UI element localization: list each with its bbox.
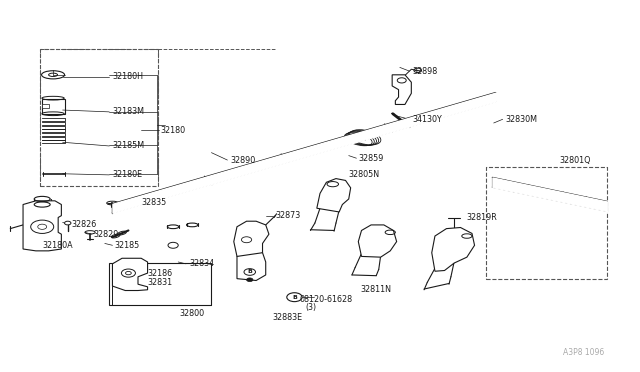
Text: 32180H: 32180H bbox=[113, 72, 143, 81]
Text: 32183M: 32183M bbox=[113, 108, 145, 116]
Polygon shape bbox=[317, 179, 351, 212]
Text: 32180E: 32180E bbox=[113, 170, 143, 179]
Text: 32898: 32898 bbox=[413, 67, 438, 76]
Text: 32883E: 32883E bbox=[272, 313, 302, 322]
Text: 08120-61628: 08120-61628 bbox=[300, 295, 353, 304]
Text: 32819R: 32819R bbox=[467, 213, 498, 222]
Text: 32805N: 32805N bbox=[349, 170, 380, 179]
Bar bbox=[109, 263, 211, 305]
Text: A3P8 1096: A3P8 1096 bbox=[563, 348, 604, 357]
Text: 32829: 32829 bbox=[93, 230, 118, 239]
Text: 34130Y: 34130Y bbox=[413, 115, 442, 124]
Polygon shape bbox=[358, 225, 397, 257]
Text: 32835: 32835 bbox=[141, 198, 166, 207]
Text: 32873: 32873 bbox=[275, 211, 301, 220]
Bar bbox=[40, 49, 159, 186]
Polygon shape bbox=[113, 258, 148, 291]
Text: 32834: 32834 bbox=[189, 259, 214, 268]
Text: 32826: 32826 bbox=[71, 221, 96, 230]
Text: 32180A: 32180A bbox=[42, 241, 73, 250]
Text: B: B bbox=[292, 295, 297, 300]
Text: 32800: 32800 bbox=[179, 310, 205, 318]
Polygon shape bbox=[392, 75, 412, 105]
Text: 32811N: 32811N bbox=[360, 285, 391, 294]
Ellipse shape bbox=[125, 272, 131, 275]
Polygon shape bbox=[432, 228, 474, 271]
Bar bbox=[42, 105, 49, 108]
Circle shape bbox=[246, 278, 253, 282]
Circle shape bbox=[65, 221, 71, 225]
Circle shape bbox=[38, 224, 47, 230]
Polygon shape bbox=[23, 201, 61, 251]
Bar bbox=[42, 99, 65, 114]
Text: (3): (3) bbox=[305, 303, 316, 312]
Text: 32831: 32831 bbox=[148, 278, 173, 287]
Text: B: B bbox=[247, 269, 252, 275]
Text: 32890: 32890 bbox=[230, 155, 256, 164]
Text: 32186: 32186 bbox=[148, 269, 173, 278]
Bar bbox=[486, 167, 607, 279]
Text: 32859: 32859 bbox=[358, 154, 384, 163]
Text: 32801Q: 32801Q bbox=[559, 155, 591, 164]
Polygon shape bbox=[237, 253, 266, 280]
Text: 32830M: 32830M bbox=[505, 115, 537, 124]
Polygon shape bbox=[234, 221, 269, 258]
Text: 32180: 32180 bbox=[161, 126, 186, 135]
Text: 32185M: 32185M bbox=[113, 141, 145, 151]
Text: 32185: 32185 bbox=[115, 241, 140, 250]
